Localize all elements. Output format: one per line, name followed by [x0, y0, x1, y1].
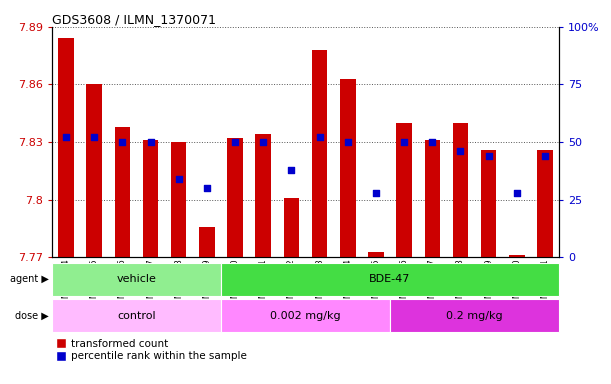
Point	[117, 139, 127, 145]
Bar	[425, 140, 440, 257]
Bar	[255, 134, 271, 257]
Point	[89, 134, 99, 141]
Text: 0.002 mg/kg: 0.002 mg/kg	[270, 311, 341, 321]
Bar	[390, 300, 559, 332]
Point	[315, 134, 324, 141]
Point	[371, 190, 381, 196]
Point	[287, 167, 296, 173]
Point	[230, 139, 240, 145]
Point	[399, 139, 409, 145]
Point	[456, 148, 466, 154]
Bar	[284, 198, 299, 257]
Point	[428, 139, 437, 145]
Bar	[481, 150, 496, 257]
Point	[540, 153, 550, 159]
Bar	[221, 263, 559, 296]
Point	[202, 185, 212, 191]
Bar	[537, 150, 553, 257]
Bar	[52, 263, 221, 296]
Point	[258, 139, 268, 145]
Bar	[509, 255, 525, 257]
Text: BDE-47: BDE-47	[369, 274, 411, 285]
Text: 0.2 mg/kg: 0.2 mg/kg	[446, 311, 503, 321]
Bar	[86, 84, 102, 257]
Point	[174, 176, 184, 182]
Point	[484, 153, 494, 159]
Bar	[52, 300, 221, 332]
Bar	[171, 142, 186, 257]
Bar	[453, 123, 468, 257]
Point	[512, 190, 522, 196]
Bar	[143, 140, 158, 257]
Bar	[58, 38, 74, 257]
Bar	[397, 123, 412, 257]
Bar	[227, 138, 243, 257]
Legend: transformed count, percentile rank within the sample: transformed count, percentile rank withi…	[57, 339, 247, 361]
Point	[343, 139, 353, 145]
Bar	[312, 50, 327, 257]
Bar	[340, 79, 356, 257]
Text: GDS3608 / ILMN_1370071: GDS3608 / ILMN_1370071	[52, 13, 216, 26]
Bar	[221, 300, 390, 332]
Text: agent ▶: agent ▶	[10, 274, 49, 285]
Text: dose ▶: dose ▶	[15, 311, 49, 321]
Bar	[368, 252, 384, 257]
Bar	[115, 127, 130, 257]
Text: control: control	[117, 311, 156, 321]
Point	[61, 134, 71, 141]
Bar	[199, 227, 214, 257]
Point	[145, 139, 155, 145]
Text: vehicle: vehicle	[117, 274, 156, 285]
